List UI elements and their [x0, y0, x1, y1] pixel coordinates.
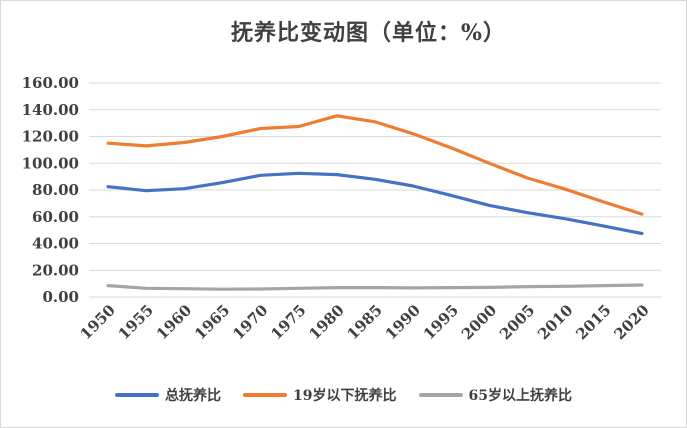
- series-line-1: [106, 114, 644, 216]
- legend-swatch-under19: [243, 393, 288, 397]
- x-tick-label: 2005: [496, 301, 538, 343]
- x-tick-label: 1985: [344, 301, 386, 343]
- x-tick-label: 1990: [382, 301, 424, 343]
- series-line-2: [106, 283, 644, 291]
- y-tick-label: 140.00: [22, 101, 79, 119]
- legend: 总抚养比 19岁以下抚养比 65岁以上抚养比: [1, 385, 686, 405]
- legend-swatch-over65: [418, 393, 463, 397]
- chart-title: 抚养比变动图（单位：%）: [231, 20, 506, 46]
- x-tick-label: 1980: [305, 301, 347, 343]
- series-line-0: [106, 171, 644, 236]
- x-tick-label: 2000: [458, 301, 500, 343]
- y-tick-label: 160.00: [22, 74, 79, 92]
- legend-label-under19: 19岁以下抚养比: [293, 388, 397, 404]
- x-tick-label: 2015: [572, 301, 614, 343]
- x-tick-label: 1970: [229, 301, 271, 343]
- y-tick-label: 120.00: [22, 128, 79, 146]
- x-tick-label: 2010: [534, 301, 576, 343]
- legend-item-over65: 65岁以上抚养比: [418, 385, 572, 405]
- y-tick-label: 0.00: [42, 288, 79, 306]
- legend-item-under19: 19岁以下抚养比: [243, 385, 397, 405]
- x-tick-label: 1960: [153, 301, 195, 343]
- x-tick-label: 1950: [77, 301, 119, 343]
- legend-label-over65: 65岁以上抚养比: [468, 388, 572, 404]
- y-tick-label: 20.00: [32, 261, 79, 279]
- x-tick-label: 2020: [611, 301, 653, 343]
- legend-swatch-total: [115, 393, 160, 397]
- y-tick-label: 80.00: [32, 181, 79, 199]
- legend-item-total: 总抚养比: [115, 385, 221, 405]
- y-tick-label: 100.00: [22, 154, 79, 172]
- legend-label-total: 总抚养比: [165, 388, 222, 404]
- x-tick-label: 1955: [115, 301, 157, 343]
- y-tick-label: 40.00: [32, 235, 79, 253]
- x-tick-label: 1975: [267, 301, 309, 343]
- x-tick-label: 1965: [191, 301, 233, 343]
- plot-area: 0.00 20.00 40.00 60.00 80.00 100.00 120.00 140.…: [22, 74, 661, 343]
- x-tick-label: 1995: [420, 301, 462, 343]
- y-tick-label: 60.00: [32, 208, 79, 226]
